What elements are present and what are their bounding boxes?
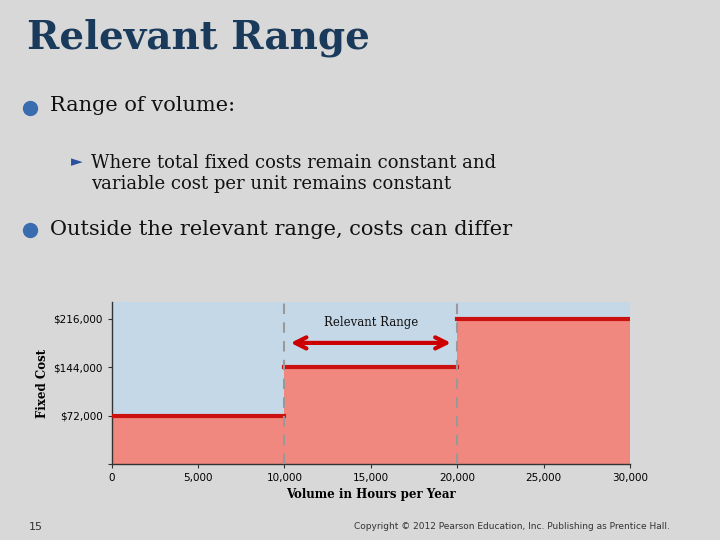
Text: Range of volume:: Range of volume: bbox=[50, 96, 235, 115]
Text: 15: 15 bbox=[29, 522, 42, 531]
Text: ►: ► bbox=[71, 154, 82, 169]
Bar bbox=[457, 319, 630, 464]
Text: Relevant Range: Relevant Range bbox=[27, 19, 370, 57]
Text: Outside the relevant range, costs can differ: Outside the relevant range, costs can di… bbox=[50, 220, 513, 239]
Text: Relevant Range: Relevant Range bbox=[324, 316, 418, 329]
X-axis label: Volume in Hours per Year: Volume in Hours per Year bbox=[286, 488, 456, 501]
Text: Where total fixed costs remain constant and
variable cost per unit remains const: Where total fixed costs remain constant … bbox=[91, 154, 496, 193]
Text: Copyright © 2012 Pearson Education, Inc. Publishing as Prentice Hall.: Copyright © 2012 Pearson Education, Inc.… bbox=[354, 522, 670, 531]
Bar bbox=[112, 416, 284, 464]
Bar bbox=[284, 367, 457, 464]
Y-axis label: Fixed Cost: Fixed Cost bbox=[36, 349, 49, 418]
